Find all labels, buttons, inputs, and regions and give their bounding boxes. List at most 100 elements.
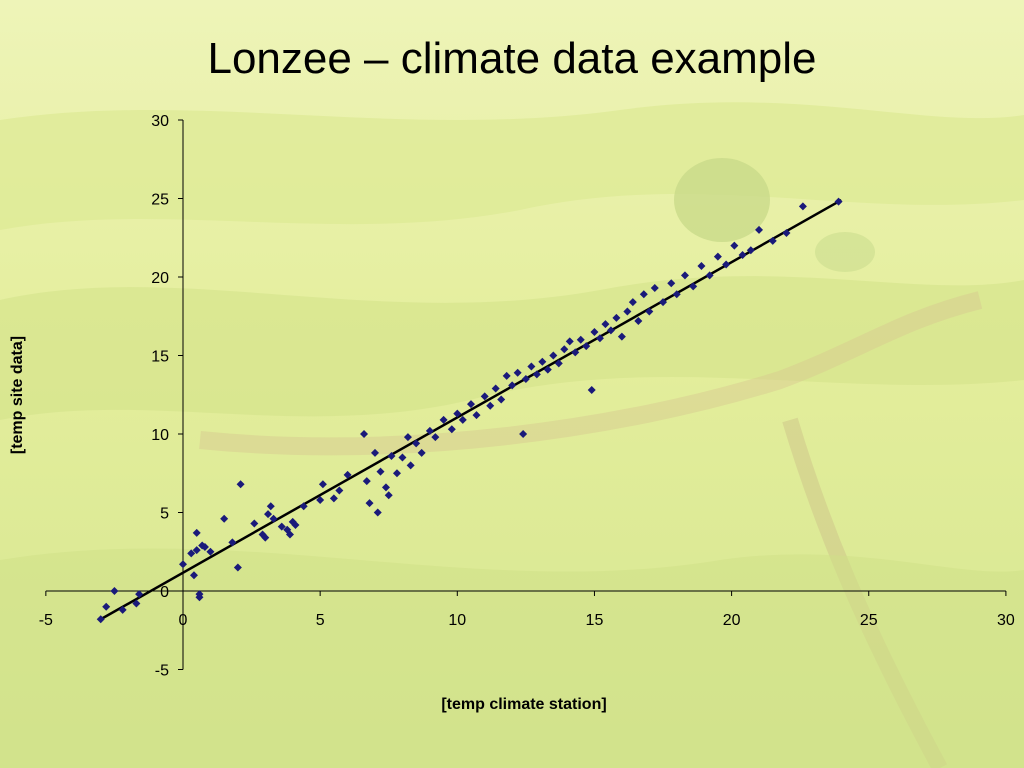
tree bbox=[815, 232, 875, 272]
data-point bbox=[206, 547, 215, 556]
data-point bbox=[132, 599, 141, 608]
y-tick-label: 0 bbox=[160, 584, 169, 601]
data-point bbox=[236, 480, 245, 489]
data-point bbox=[373, 508, 382, 517]
data-point bbox=[513, 368, 522, 377]
data-point bbox=[285, 530, 294, 539]
x-axis-title: [temp climate station] bbox=[441, 696, 606, 713]
data-point bbox=[582, 342, 591, 351]
hill-band bbox=[0, 102, 1024, 230]
y-axis-title: [temp site data] bbox=[9, 336, 26, 454]
data-point bbox=[195, 590, 204, 599]
y-tick-label: 10 bbox=[151, 427, 169, 444]
data-point bbox=[587, 386, 596, 395]
data-point bbox=[417, 448, 426, 457]
data-point bbox=[291, 521, 300, 530]
data-point bbox=[403, 433, 412, 442]
data-point bbox=[617, 332, 626, 341]
data-point bbox=[192, 546, 201, 555]
data-point bbox=[571, 348, 580, 357]
data-point bbox=[497, 395, 506, 404]
data-point bbox=[329, 494, 338, 503]
x-tick-label: 5 bbox=[316, 612, 325, 629]
x-tick-label: 20 bbox=[723, 612, 741, 629]
data-point bbox=[362, 477, 371, 486]
data-point bbox=[118, 605, 127, 614]
x-tick-label: 0 bbox=[179, 612, 188, 629]
data-point bbox=[768, 236, 777, 245]
data-point bbox=[360, 430, 369, 438]
tree bbox=[674, 158, 770, 242]
data-point bbox=[387, 451, 396, 460]
y-tick-label: 20 bbox=[151, 270, 169, 287]
data-point bbox=[798, 202, 807, 211]
y-tick-label: -5 bbox=[155, 663, 169, 680]
data-point bbox=[601, 320, 610, 329]
data-point bbox=[532, 370, 541, 379]
x-tick-label: 25 bbox=[860, 612, 878, 629]
data-point bbox=[628, 298, 637, 307]
data-point bbox=[102, 602, 111, 611]
data-point bbox=[519, 430, 528, 438]
data-point bbox=[381, 483, 390, 492]
y-tick-label: 25 bbox=[151, 192, 169, 209]
data-point bbox=[110, 587, 119, 595]
data-point bbox=[722, 260, 731, 269]
data-point bbox=[318, 480, 327, 489]
data-point bbox=[639, 290, 648, 299]
fit-line-group bbox=[100, 198, 842, 621]
data-point bbox=[398, 453, 407, 462]
data-point bbox=[412, 439, 421, 448]
data-point bbox=[755, 225, 764, 234]
data-point bbox=[782, 229, 791, 238]
data-point bbox=[392, 469, 401, 478]
data-point bbox=[667, 279, 676, 288]
data-point bbox=[612, 313, 621, 322]
data-point bbox=[96, 615, 105, 624]
data-point bbox=[606, 326, 615, 335]
data-point bbox=[343, 470, 352, 479]
data-point bbox=[266, 502, 275, 511]
data-point bbox=[659, 298, 668, 307]
data-point bbox=[521, 375, 530, 384]
data-point bbox=[447, 425, 456, 434]
data-point bbox=[250, 519, 259, 528]
data-point bbox=[200, 543, 209, 552]
data-point bbox=[590, 327, 599, 336]
data-point bbox=[406, 461, 415, 470]
data-point bbox=[689, 282, 698, 291]
data-point bbox=[261, 533, 270, 542]
data-point bbox=[538, 357, 547, 366]
data-point bbox=[549, 351, 558, 360]
data-point bbox=[316, 495, 325, 504]
x-tick-label: 10 bbox=[448, 612, 466, 629]
data-point bbox=[467, 400, 476, 409]
data-point bbox=[672, 290, 681, 299]
data-point bbox=[371, 448, 380, 457]
data-point bbox=[220, 514, 229, 523]
data-point bbox=[491, 384, 500, 393]
data-point bbox=[458, 415, 467, 424]
data-points bbox=[96, 197, 843, 624]
regression-line bbox=[100, 198, 842, 621]
x-tick-label: -5 bbox=[39, 612, 53, 629]
data-point bbox=[425, 426, 434, 435]
data-point bbox=[189, 571, 198, 580]
data-point bbox=[486, 401, 495, 410]
hill-band bbox=[0, 276, 1024, 420]
slide-title: Lonzee – climate data example bbox=[207, 34, 817, 83]
data-point bbox=[650, 283, 659, 292]
data-point bbox=[713, 252, 722, 261]
x-tick-label: 30 bbox=[997, 612, 1015, 629]
data-point bbox=[705, 271, 714, 280]
x-tick-label: 15 bbox=[586, 612, 604, 629]
data-point bbox=[645, 307, 654, 316]
data-point bbox=[439, 415, 448, 424]
data-point bbox=[680, 271, 689, 280]
data-point bbox=[233, 563, 242, 572]
data-point bbox=[384, 491, 393, 500]
data-point bbox=[623, 307, 632, 316]
data-point bbox=[595, 334, 604, 343]
